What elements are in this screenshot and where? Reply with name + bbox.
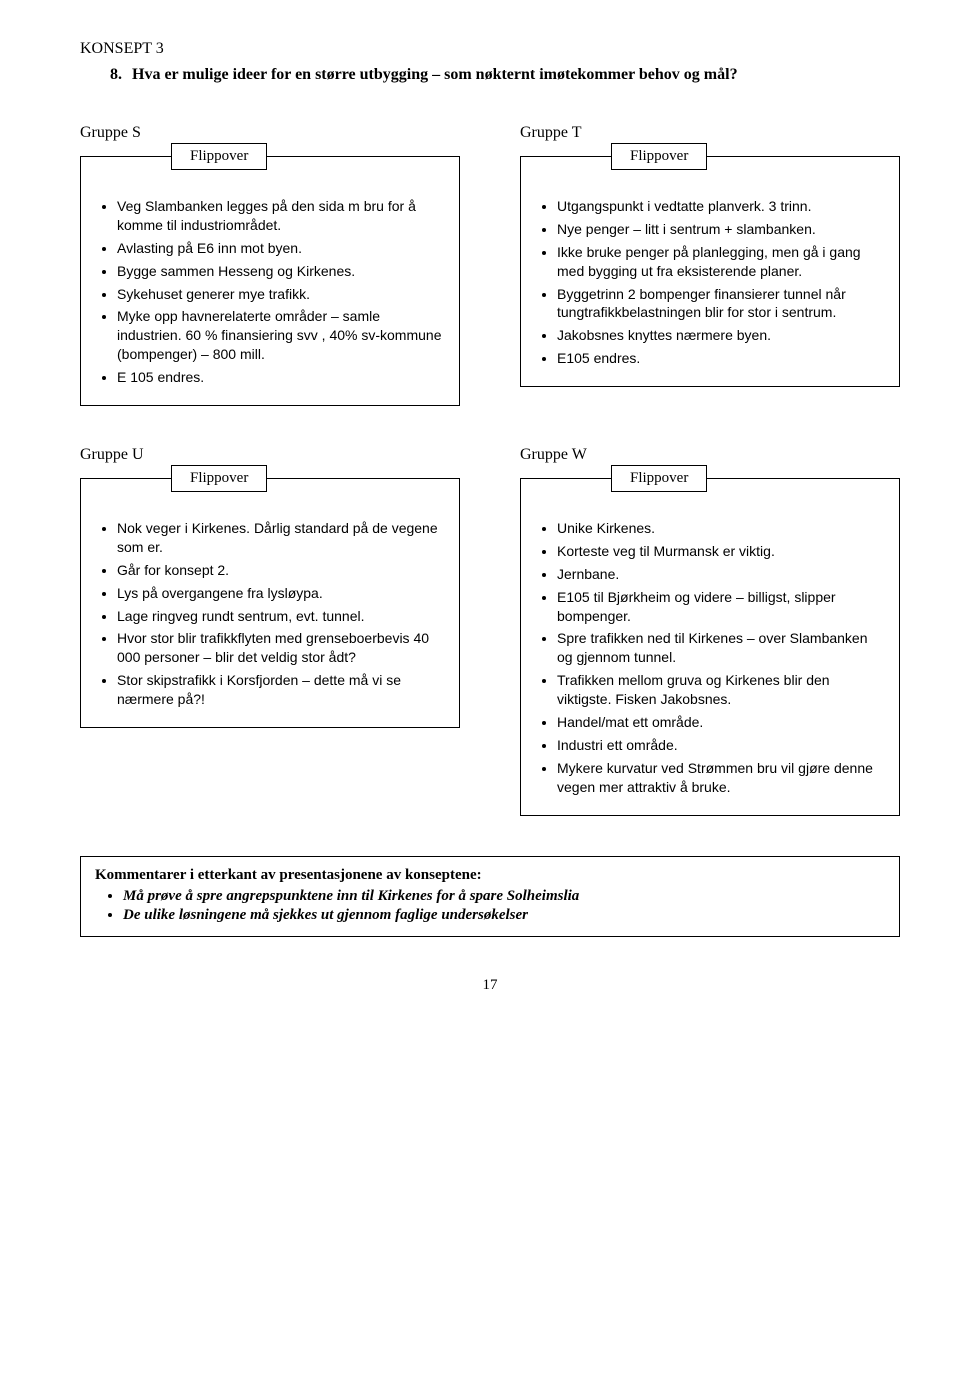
list-item: Lys på overgangene fra lysløypa. — [117, 584, 445, 603]
list-item: Mykere kurvatur ved Strømmen bru vil gjø… — [557, 759, 885, 797]
list-item: Ikke bruke penger på planlegging, men gå… — [557, 243, 885, 281]
list-item: Nye penger – litt i sentrum + slambanken… — [557, 220, 885, 239]
list-item: Avlasting på E6 inn mot byen. — [117, 239, 445, 258]
list-item: Nok veger i Kirkenes. Dårlig standard på… — [117, 519, 445, 557]
list-item: Spre trafikken ned til Kirkenes – over S… — [557, 629, 885, 667]
list-item: Utgangspunkt i vedtatte planverk. 3 trin… — [557, 197, 885, 216]
list-item: Byggetrinn 2 bompenger finansierer tunne… — [557, 285, 885, 323]
list-item: Lage ringveg rundt sentrum, evt. tunnel. — [117, 607, 445, 626]
list-t: Utgangspunkt i vedtatte planverk. 3 trin… — [535, 197, 885, 368]
comments-title: Kommentarer i etterkant av presentasjone… — [95, 867, 885, 884]
section-label: KONSEPT 3 — [80, 40, 900, 58]
list-item: Sykehuset generer mye trafikk. — [117, 285, 445, 304]
question-number: 8. — [110, 66, 122, 84]
list-item: Trafikken mellom gruva og Kirkenes blir … — [557, 671, 885, 709]
list-item: Stor skipstrafikk i Korsfjorden – dette … — [117, 671, 445, 709]
list-item: Bygge sammen Hesseng og Kirkenes. — [117, 262, 445, 281]
list-u: Nok veger i Kirkenes. Dårlig standard på… — [95, 519, 445, 709]
group-u-label: Gruppe U — [80, 446, 460, 464]
question-text: Hva er mulige ideer for en større utbygg… — [132, 66, 738, 84]
comments-box: Kommentarer i etterkant av presentasjone… — [80, 856, 900, 937]
col-group-t: Gruppe T Flippover Utgangspunkt i vedtat… — [520, 124, 900, 406]
flip-box-s: Flippover Veg Slambanken legges på den s… — [80, 156, 460, 406]
flip-label-t: Flippover — [611, 143, 707, 170]
list-item: Industri ett område. — [557, 736, 885, 755]
flip-box-t: Flippover Utgangspunkt i vedtatte planve… — [520, 156, 900, 387]
list-item: Unike Kirkenes. — [557, 519, 885, 538]
comments-list: Må prøve å spre angrepspunktene inn til … — [95, 888, 885, 924]
group-t-label: Gruppe T — [520, 124, 900, 142]
list-item: Hvor stor blir trafikkflyten med grenseb… — [117, 629, 445, 667]
list-item: Veg Slambanken legges på den sida m bru … — [117, 197, 445, 235]
col-group-w: Gruppe W Flippover Unike Kirkenes. Korte… — [520, 446, 900, 816]
list-item: E105 endres. — [557, 349, 885, 368]
flip-label-s: Flippover — [171, 143, 267, 170]
list-w: Unike Kirkenes. Korteste veg til Murmans… — [535, 519, 885, 797]
list-item: Må prøve å spre angrepspunktene inn til … — [123, 888, 885, 905]
question-block: 8. Hva er mulige ideer for en større utb… — [110, 66, 900, 84]
list-s: Veg Slambanken legges på den sida m bru … — [95, 197, 445, 387]
page-number: 17 — [80, 977, 900, 994]
list-item: Korteste veg til Murmansk er viktig. — [557, 542, 885, 561]
flip-label-w: Flippover — [611, 465, 707, 492]
col-group-u: Gruppe U Flippover Nok veger i Kirkenes.… — [80, 446, 460, 816]
row-2: Gruppe U Flippover Nok veger i Kirkenes.… — [80, 446, 900, 816]
list-item: E 105 endres. — [117, 368, 445, 387]
flip-label-u: Flippover — [171, 465, 267, 492]
list-item: Går for konsept 2. — [117, 561, 445, 580]
flip-box-w: Flippover Unike Kirkenes. Korteste veg t… — [520, 478, 900, 816]
list-item: Handel/mat ett område. — [557, 713, 885, 732]
flip-box-u: Flippover Nok veger i Kirkenes. Dårlig s… — [80, 478, 460, 728]
list-item: Myke opp havnerelaterte områder – samle … — [117, 307, 445, 364]
group-s-label: Gruppe S — [80, 124, 460, 142]
list-item: E105 til Bjørkheim og videre – billigst,… — [557, 588, 885, 626]
list-item: Jakobsnes knyttes nærmere byen. — [557, 326, 885, 345]
list-item: De ulike løsningene må sjekkes ut gjenno… — [123, 907, 885, 924]
row-1: Gruppe S Flippover Veg Slambanken legges… — [80, 124, 900, 406]
col-group-s: Gruppe S Flippover Veg Slambanken legges… — [80, 124, 460, 406]
group-w-label: Gruppe W — [520, 446, 900, 464]
list-item: Jernbane. — [557, 565, 885, 584]
